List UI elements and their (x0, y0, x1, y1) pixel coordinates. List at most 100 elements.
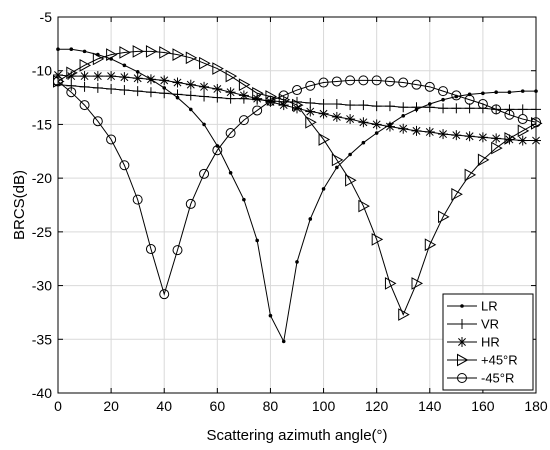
series-4 (53, 75, 541, 300)
data-point (145, 87, 156, 98)
legend-entry: -45°R (447, 371, 514, 386)
data-point (424, 238, 437, 252)
legend-marker (457, 353, 469, 367)
y-tick-label: -15 (32, 116, 52, 132)
data-point (159, 46, 171, 59)
data-point (188, 107, 193, 112)
data-point (318, 108, 329, 119)
legend: LR VR HR +45°R -45°R (442, 293, 534, 391)
data-point (308, 217, 313, 221)
data-point (119, 46, 131, 59)
legend-entry: +45°R (447, 353, 518, 368)
data-point (331, 99, 342, 110)
data-point (345, 75, 356, 86)
data-point (132, 194, 143, 205)
data-point (477, 132, 488, 143)
data-point (278, 90, 289, 101)
data-point (441, 97, 445, 102)
data-point (398, 308, 410, 321)
legend-entry: VR (447, 317, 499, 332)
data-point (278, 93, 291, 107)
y-axis-ticks: -40 -35 -30 -25 -20 -15 -10 -5 (32, 9, 536, 401)
data-point (504, 104, 515, 115)
data-point (321, 187, 326, 191)
data-point (66, 66, 78, 80)
data-point (202, 122, 206, 127)
data-point (135, 69, 140, 74)
y-tick-label: -35 (32, 331, 52, 347)
data-point (451, 130, 462, 141)
data-point (122, 63, 127, 68)
y-tick-label: -25 (32, 224, 52, 240)
data-point (374, 131, 379, 135)
data-point (411, 125, 422, 136)
data-point (69, 47, 74, 52)
data-point (92, 71, 103, 82)
series-line (57, 50, 537, 316)
data-point (145, 244, 156, 255)
data-point (318, 99, 329, 110)
data-point (411, 277, 424, 290)
data-point (79, 81, 90, 92)
data-point (159, 88, 170, 99)
data-point (371, 75, 382, 86)
x-tick-label: 40 (156, 398, 172, 414)
x-tick-label: 20 (103, 398, 119, 414)
data-point (119, 160, 130, 171)
data-point (225, 69, 238, 83)
data-point (265, 95, 276, 106)
data-point (345, 100, 356, 111)
data-point (295, 260, 299, 264)
data-point (199, 81, 210, 92)
data-point (398, 102, 409, 113)
data-point (464, 94, 475, 105)
data-point (401, 114, 406, 118)
x-tick-label: 0 (54, 398, 62, 414)
data-point (265, 90, 277, 103)
data-point (451, 90, 462, 101)
data-point (199, 91, 210, 102)
data-point (212, 92, 223, 103)
data-point (517, 124, 530, 138)
data-point (225, 87, 236, 98)
data-point (162, 86, 167, 90)
data-point (345, 114, 356, 125)
data-point (517, 114, 528, 125)
legend-box (442, 293, 534, 391)
data-point (119, 85, 130, 96)
y-tick-label: -40 (32, 385, 52, 401)
legend-marker (460, 304, 464, 308)
data-point (212, 145, 223, 156)
x-tick-label: 80 (263, 398, 279, 414)
data-point (172, 245, 183, 256)
data-point (358, 199, 370, 213)
y-tick-label: -5 (40, 9, 53, 25)
plot-frame (57, 16, 537, 394)
data-point (255, 238, 259, 243)
legend-label: +45°R (481, 353, 518, 368)
legend-label: HR (481, 335, 500, 350)
data-point (477, 153, 490, 167)
y-tick-label: -30 (32, 278, 52, 294)
data-point (398, 123, 409, 134)
series-0 (56, 47, 538, 344)
data-point (106, 71, 117, 82)
data-point (145, 74, 156, 85)
data-point (424, 81, 435, 92)
data-point (491, 141, 503, 155)
y-tick-label: -10 (32, 63, 52, 79)
data-point (451, 103, 462, 114)
series-group (53, 45, 543, 344)
x-axis-label: Scattering azimuth angle(°) (206, 427, 387, 444)
data-point (212, 62, 224, 75)
data-point (305, 80, 316, 91)
data-point (424, 102, 435, 113)
data-point (451, 187, 463, 201)
data-point (438, 86, 449, 97)
data-point (477, 99, 488, 110)
data-point (331, 111, 342, 122)
y-tick-label: -20 (32, 170, 52, 186)
data-point (384, 121, 395, 132)
data-point (331, 76, 342, 87)
data-point (185, 90, 196, 101)
